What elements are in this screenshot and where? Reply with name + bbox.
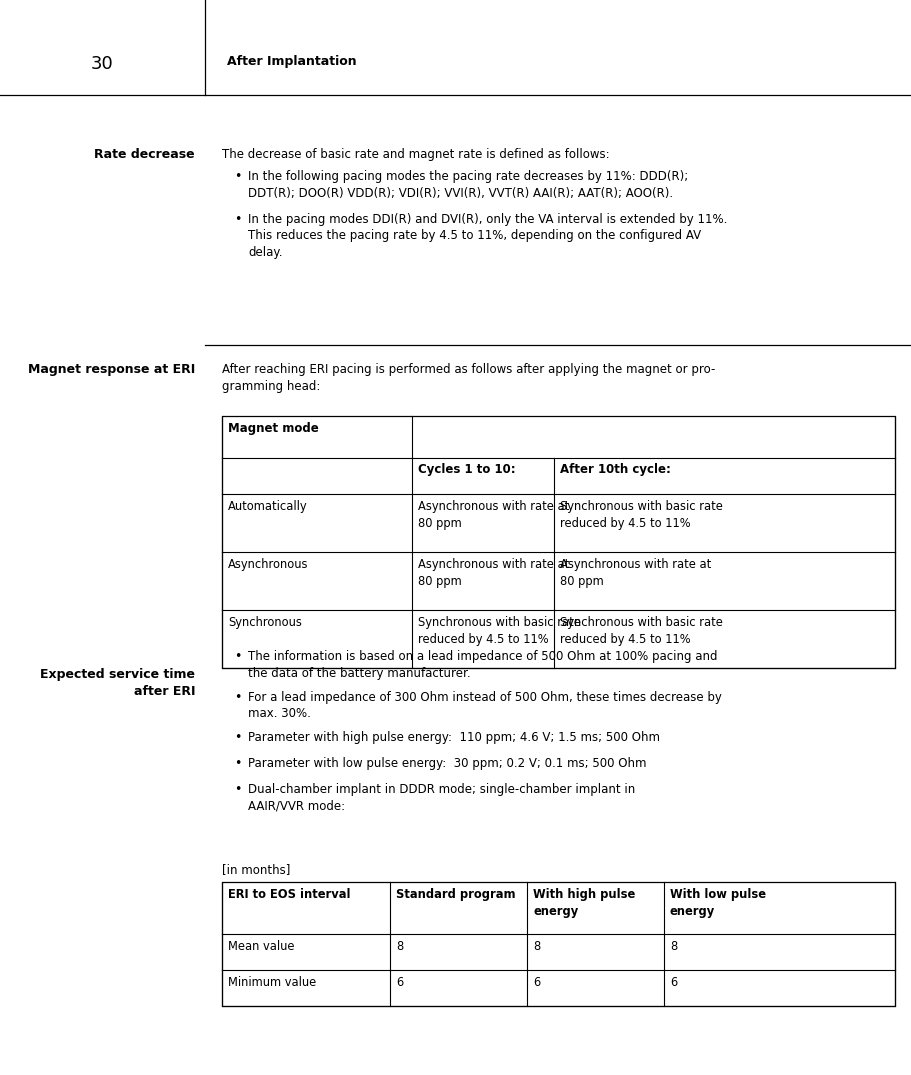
Text: 6: 6 [533, 976, 540, 989]
Text: •: • [234, 783, 241, 796]
Text: Synchronous with basic rate
reduced by 4.5 to 11%: Synchronous with basic rate reduced by 4… [560, 616, 722, 646]
Text: After reaching ERI pacing is performed as follows after applying the magnet or p: After reaching ERI pacing is performed a… [222, 363, 715, 392]
Text: 30: 30 [91, 55, 114, 73]
Text: Rate decrease: Rate decrease [95, 148, 195, 161]
Text: •: • [234, 731, 241, 744]
Text: •: • [234, 170, 241, 183]
Text: 6: 6 [396, 976, 404, 989]
Text: Asynchronous with rate at
80 ppm: Asynchronous with rate at 80 ppm [418, 558, 569, 588]
Text: 6: 6 [670, 976, 677, 989]
Text: With low pulse
energy: With low pulse energy [670, 888, 766, 918]
Text: Minimum value: Minimum value [228, 976, 316, 989]
Text: 8: 8 [533, 940, 540, 954]
Text: •: • [234, 690, 241, 703]
Text: Mean value: Mean value [228, 940, 294, 954]
Text: The decrease of basic rate and magnet rate is defined as follows:: The decrease of basic rate and magnet ra… [222, 148, 609, 161]
Text: Automatically: Automatically [228, 500, 308, 513]
Text: Synchronous: Synchronous [228, 616, 302, 629]
Text: With high pulse
energy: With high pulse energy [533, 888, 635, 918]
Text: Standard program: Standard program [396, 888, 516, 901]
Text: 8: 8 [670, 940, 677, 954]
Text: Asynchronous with rate at
80 ppm: Asynchronous with rate at 80 ppm [418, 500, 569, 530]
Text: •: • [234, 757, 241, 770]
Text: Parameter with high pulse energy:  110 ppm; 4.6 V; 1.5 ms; 500 Ohm: Parameter with high pulse energy: 110 pp… [248, 731, 660, 744]
Text: After 10th cycle:: After 10th cycle: [560, 463, 670, 476]
Text: Asynchronous with rate at
80 ppm: Asynchronous with rate at 80 ppm [560, 558, 711, 588]
Text: Dual-chamber implant in DDDR mode; single-chamber implant in
AAIR/VVR mode:: Dual-chamber implant in DDDR mode; singl… [248, 783, 635, 813]
Text: •: • [234, 213, 241, 226]
Text: Asynchronous: Asynchronous [228, 558, 309, 571]
Bar [222, 416, 895, 668]
Text: [in months]: [in months] [222, 863, 291, 876]
Text: Parameter with low pulse energy:  30 ppm; 0.2 V; 0.1 ms; 500 Ohm: Parameter with low pulse energy: 30 ppm;… [248, 757, 647, 770]
Bar [222, 882, 895, 1006]
Text: The information is based on a lead impedance of 500 Ohm at 100% pacing and
the d: The information is based on a lead imped… [248, 650, 718, 679]
Text: ERI to EOS interval: ERI to EOS interval [228, 888, 351, 901]
Text: Magnet response at ERI: Magnet response at ERI [27, 363, 195, 376]
Text: Cycles 1 to 10:: Cycles 1 to 10: [418, 463, 516, 476]
Text: Synchronous with basic rate
reduced by 4.5 to 11%: Synchronous with basic rate reduced by 4… [560, 500, 722, 530]
Text: 8: 8 [396, 940, 404, 954]
Text: Expected service time
after ERI: Expected service time after ERI [40, 668, 195, 698]
Text: In the following pacing modes the pacing rate decreases by 11%: DDD(R);
DDT(R); : In the following pacing modes the pacing… [248, 170, 688, 200]
Text: Synchronous with basic rate
reduced by 4.5 to 11%: Synchronous with basic rate reduced by 4… [418, 616, 581, 646]
Text: In the pacing modes DDI(R) and DVI(R), only the VA interval is extended by 11%.
: In the pacing modes DDI(R) and DVI(R), o… [248, 213, 727, 259]
Text: For a lead impedance of 300 Ohm instead of 500 Ohm, these times decrease by
max.: For a lead impedance of 300 Ohm instead … [248, 690, 722, 720]
Text: After Implantation: After Implantation [227, 55, 356, 68]
Text: Magnet mode: Magnet mode [228, 422, 319, 435]
Text: •: • [234, 650, 241, 663]
